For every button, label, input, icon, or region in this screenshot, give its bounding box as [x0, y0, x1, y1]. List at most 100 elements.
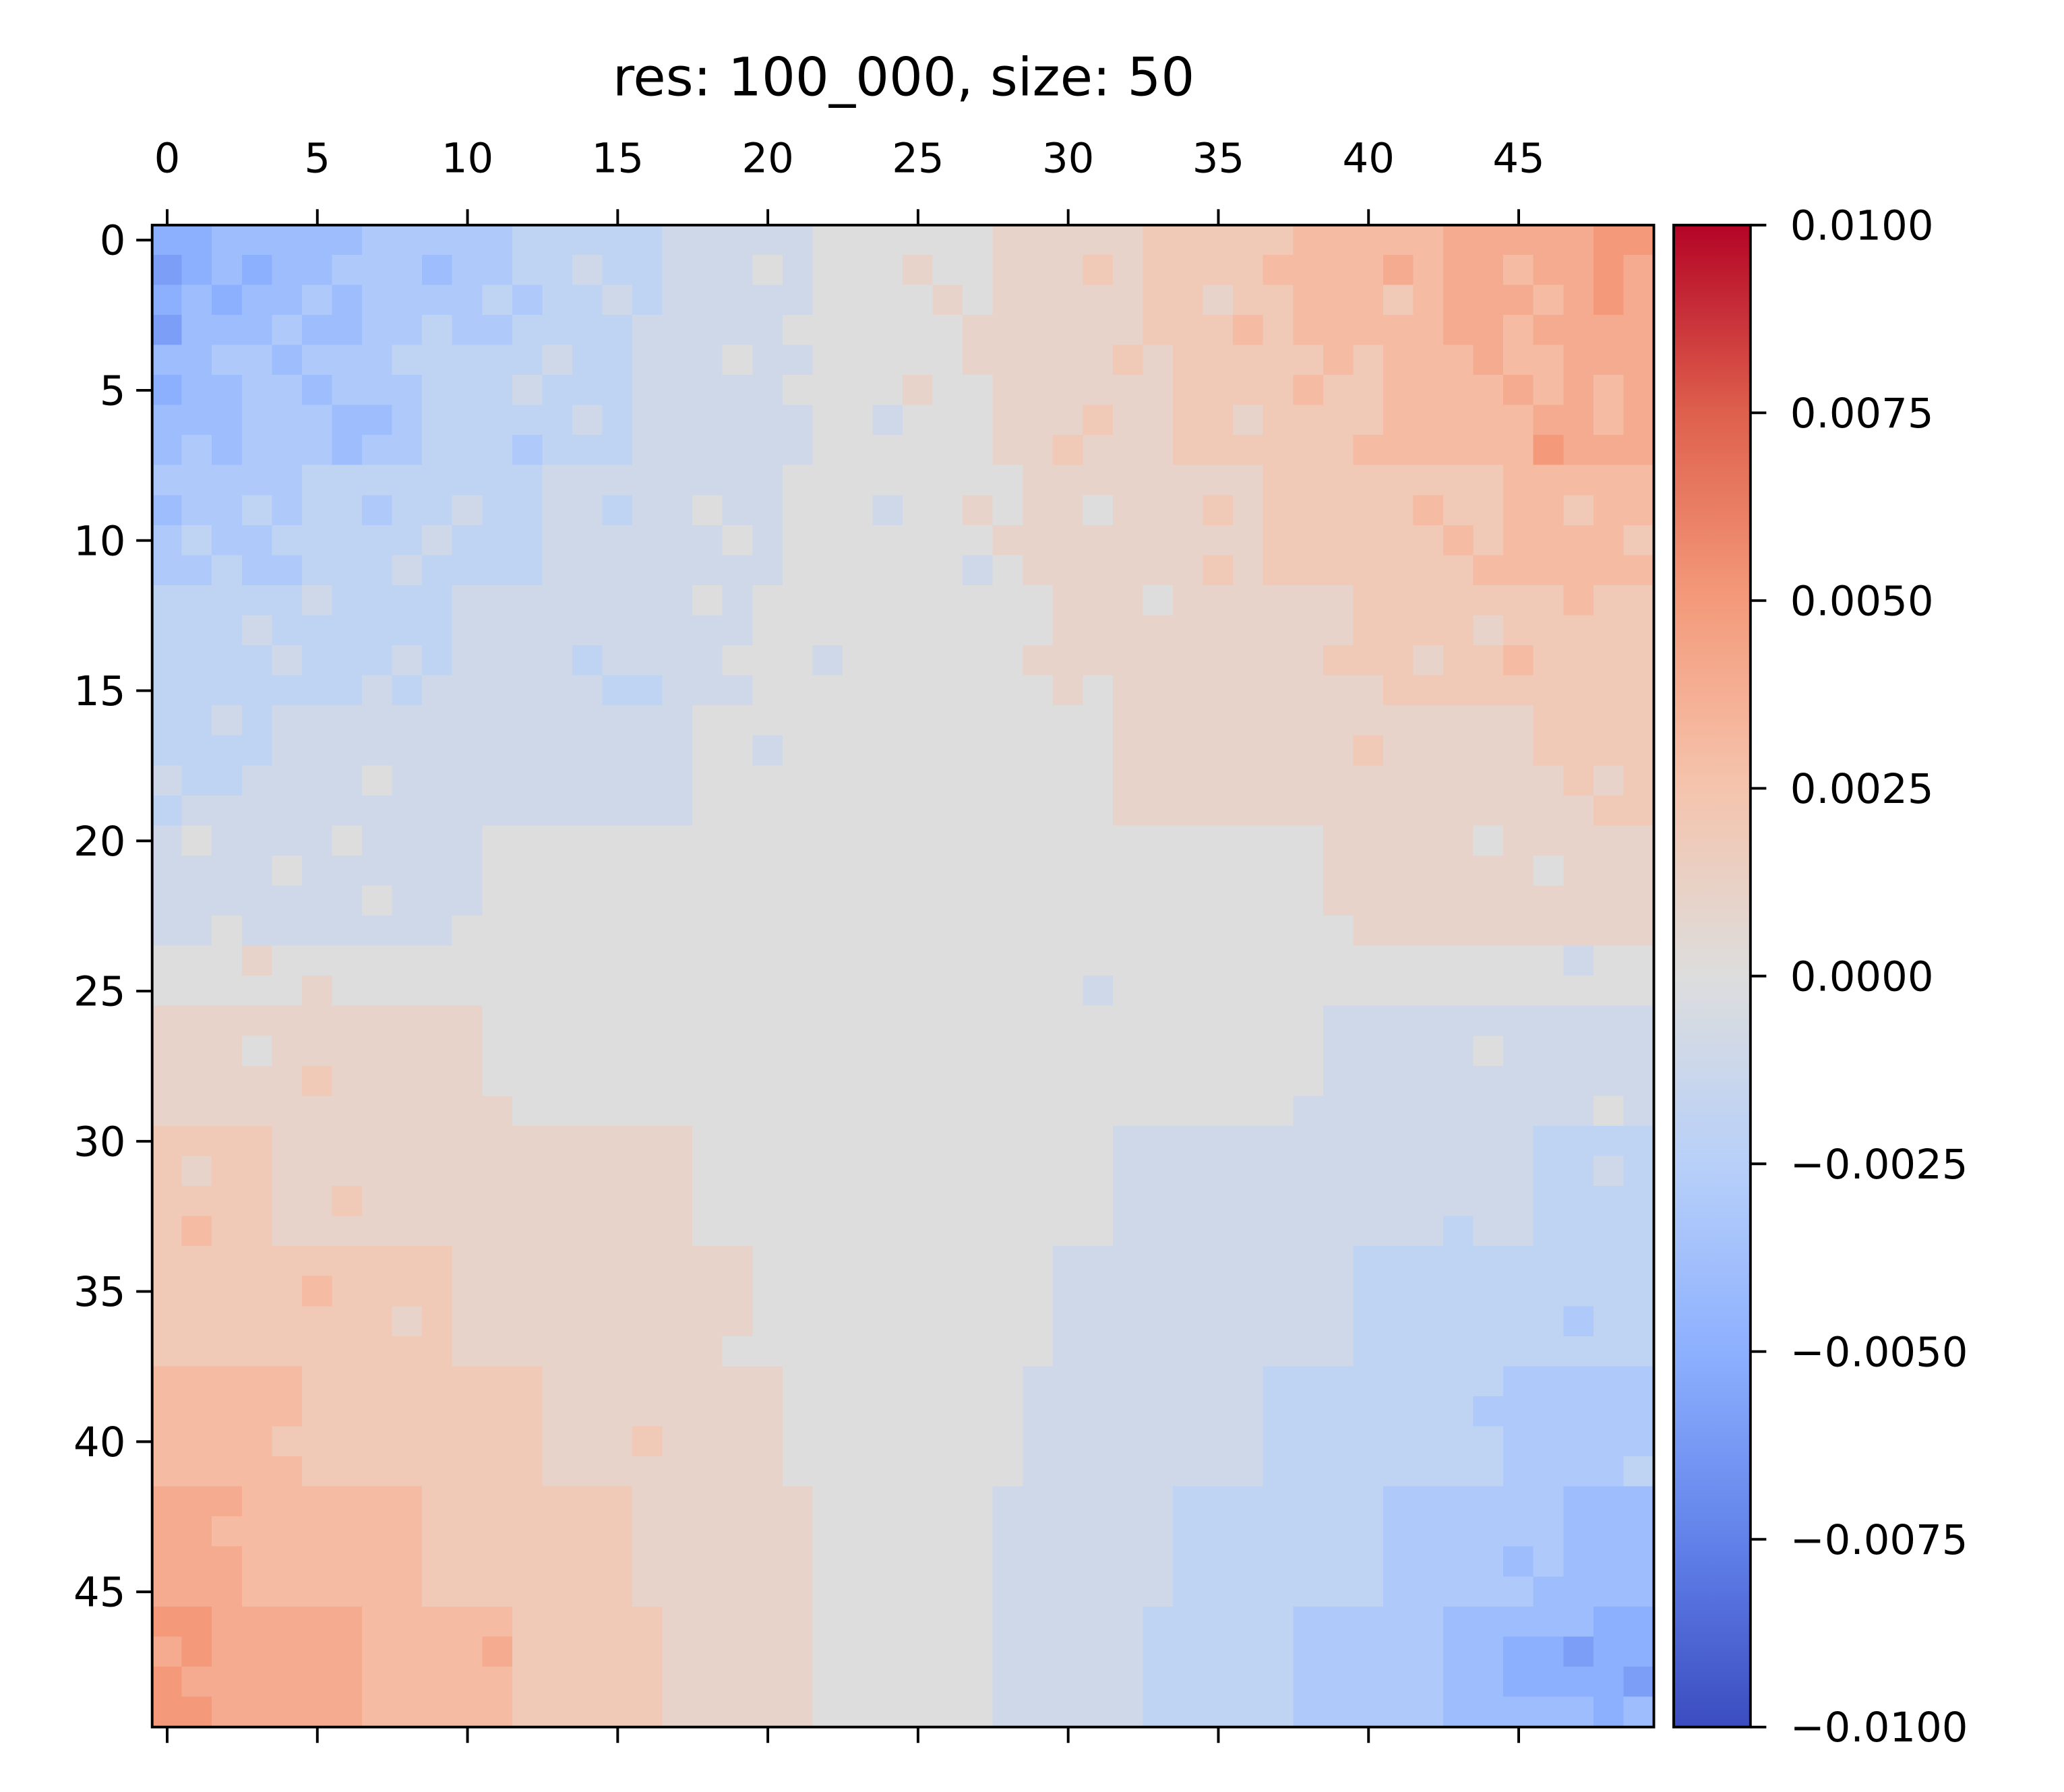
cell [272, 825, 303, 857]
cell [362, 735, 393, 767]
x-tick-label: 10 [442, 135, 493, 182]
cell [903, 916, 934, 947]
cell [362, 885, 393, 917]
cell [1023, 945, 1054, 977]
cell [722, 1546, 754, 1578]
cell [932, 345, 964, 376]
cell [602, 435, 634, 466]
cell [1323, 465, 1354, 496]
cell [1413, 1366, 1445, 1398]
cell [1593, 945, 1625, 977]
cell [782, 976, 814, 1007]
cell [422, 1336, 453, 1367]
cell [512, 525, 543, 556]
cell [272, 1696, 303, 1728]
cell [1143, 1366, 1174, 1398]
cell [1052, 1156, 1084, 1187]
cell [1533, 675, 1565, 707]
cell [1593, 1336, 1625, 1367]
cell [1473, 225, 1505, 256]
cell [181, 1366, 213, 1398]
cell [1083, 765, 1114, 797]
cell [632, 1456, 663, 1487]
cell [482, 1246, 513, 1277]
cell [1563, 254, 1595, 286]
cell [722, 1606, 754, 1638]
cell [963, 375, 994, 406]
cell [332, 225, 363, 256]
cell [1112, 735, 1144, 767]
cell [752, 1276, 783, 1307]
cell [1503, 945, 1534, 977]
cell [152, 1065, 183, 1097]
cell [872, 885, 904, 917]
cell [301, 1096, 333, 1127]
cell [392, 765, 423, 797]
cell [1173, 1516, 1204, 1547]
cell [1353, 1156, 1385, 1187]
cell [542, 1336, 574, 1367]
cell [482, 615, 513, 647]
cell [602, 1276, 634, 1307]
cell [1443, 225, 1474, 256]
cell [181, 1036, 213, 1067]
cell [212, 1696, 243, 1728]
cell [903, 1336, 934, 1367]
cell [1052, 555, 1084, 587]
cell [1383, 1516, 1414, 1547]
cell [422, 855, 453, 887]
cell [392, 885, 423, 917]
cell [422, 976, 453, 1007]
cell [1443, 585, 1474, 616]
cell [1533, 1005, 1565, 1037]
cell [1503, 645, 1534, 676]
cell [1083, 1306, 1114, 1338]
cell [1233, 1036, 1264, 1067]
cell [512, 1186, 543, 1217]
cell [1173, 885, 1204, 917]
cell [963, 1186, 994, 1217]
cell [362, 1606, 393, 1638]
cell [452, 1276, 483, 1307]
cell [1233, 645, 1264, 676]
cell [932, 1396, 964, 1427]
cell [1353, 1186, 1385, 1217]
cell [692, 285, 723, 316]
cell [542, 1065, 574, 1097]
cell [992, 1306, 1024, 1338]
cell [1383, 1576, 1414, 1608]
cell [1323, 285, 1354, 316]
cell [482, 495, 513, 526]
cell [632, 795, 663, 827]
cell [1293, 495, 1324, 526]
cell [1112, 495, 1144, 526]
cell [422, 945, 453, 977]
cell [152, 225, 183, 256]
cell [1143, 1396, 1174, 1427]
cell [1533, 525, 1565, 556]
cell [1623, 1216, 1655, 1247]
cell [1052, 1065, 1084, 1097]
cell [1473, 795, 1505, 827]
cell [812, 1396, 844, 1427]
cell [422, 645, 453, 676]
cell [1173, 1576, 1204, 1608]
cell [752, 1186, 783, 1217]
cell [752, 1486, 783, 1518]
cell [452, 345, 483, 376]
cell [662, 916, 694, 947]
cell [1503, 765, 1534, 797]
cell [1083, 405, 1114, 436]
cell [1143, 375, 1174, 406]
cell [482, 765, 513, 797]
cell [872, 254, 904, 286]
cell [1533, 765, 1565, 797]
cell [422, 1096, 453, 1127]
cell [362, 435, 393, 466]
cell [452, 916, 483, 947]
cell [1263, 916, 1294, 947]
cell [812, 1576, 844, 1608]
cell [992, 465, 1024, 496]
cell [963, 1125, 994, 1157]
cell [392, 1606, 423, 1638]
